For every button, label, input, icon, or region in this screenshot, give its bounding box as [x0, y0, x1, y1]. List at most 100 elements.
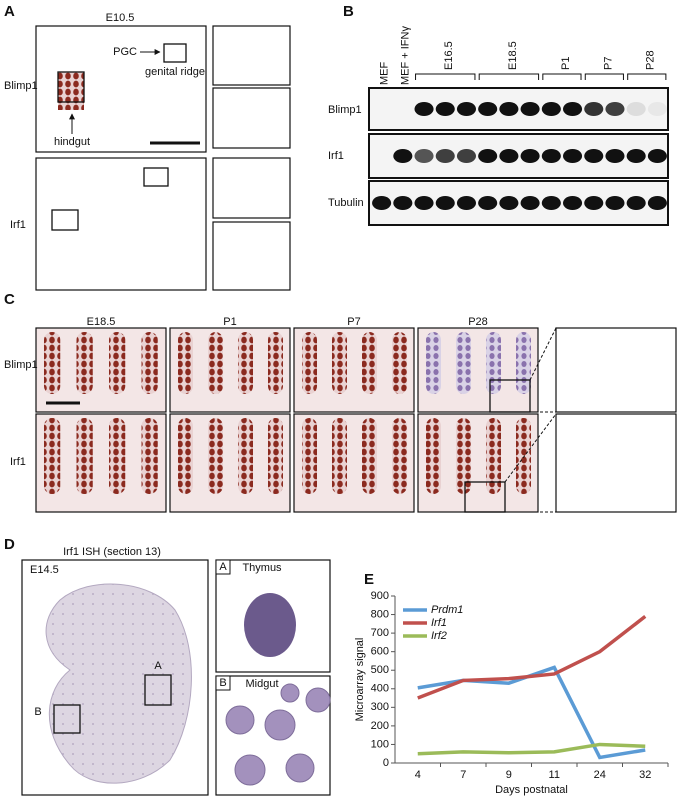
- villus: [238, 332, 253, 394]
- legend-label: Prdm1: [431, 604, 463, 616]
- blot-band: [478, 102, 498, 116]
- blot-band: [520, 196, 540, 210]
- x-tick-label: 9: [506, 769, 512, 781]
- stage-label: E14.5: [30, 564, 59, 576]
- inset-box: [489, 379, 531, 413]
- group-bracket: [415, 73, 476, 80]
- villus: [44, 332, 61, 394]
- inset-box: [144, 674, 172, 706]
- villus: [456, 332, 471, 394]
- y-tick-label: 400: [371, 683, 389, 695]
- villus: [44, 418, 61, 494]
- inset-box: [464, 481, 506, 513]
- y-tick-label: 0: [383, 757, 389, 769]
- micrograph: [212, 87, 291, 149]
- group-bracket: [542, 73, 582, 80]
- annotation: PGC: [113, 46, 137, 58]
- villus: [516, 418, 531, 494]
- inset-tag: A: [154, 660, 162, 672]
- group-bracket: [584, 73, 624, 80]
- x-tick-label: 7: [460, 769, 466, 781]
- blot-band: [456, 196, 477, 210]
- villus: [141, 418, 158, 494]
- frame: [293, 413, 415, 513]
- stained-region: [244, 593, 296, 657]
- inset-name: Midgut: [245, 678, 278, 690]
- column-label: P1: [223, 316, 236, 328]
- micrograph: [35, 157, 207, 291]
- blot-band: [562, 102, 583, 116]
- group-label: P28: [645, 50, 657, 70]
- villus: [332, 418, 347, 494]
- frame: [169, 413, 291, 513]
- villus: [362, 418, 377, 494]
- group-label: P7: [602, 57, 614, 70]
- villus: [109, 418, 126, 494]
- blot-band: [414, 149, 434, 163]
- group-bracket: [627, 73, 667, 80]
- blot-band: [562, 149, 583, 163]
- micrograph: [35, 25, 207, 153]
- blot-band: [626, 149, 646, 163]
- micrograph: [555, 327, 677, 413]
- panel-label: B: [343, 3, 354, 20]
- blot-band: [414, 102, 434, 116]
- row-label: Blimp1: [328, 104, 362, 116]
- annotation: hindgut: [54, 136, 90, 148]
- villus: [109, 332, 126, 394]
- blot-band: [372, 196, 392, 210]
- micrograph: [212, 221, 291, 291]
- row-label: Blimp1: [4, 359, 38, 371]
- villus: [362, 332, 377, 394]
- villus: [486, 418, 501, 494]
- frame: [417, 327, 539, 413]
- blot-band: [605, 149, 625, 163]
- villus: [268, 332, 283, 394]
- villus: [76, 418, 93, 494]
- inset-box: [163, 43, 187, 63]
- micrograph: [215, 559, 331, 673]
- blot-band: [562, 196, 583, 210]
- blot-band: [647, 102, 667, 116]
- y-tick-label: 700: [371, 627, 389, 639]
- blot-band: [435, 102, 455, 116]
- villus: [178, 418, 193, 494]
- blot-band: [499, 102, 519, 116]
- row-label: Tubulin: [328, 197, 364, 209]
- y-axis-label: Microarray signal: [354, 638, 366, 722]
- villus: [302, 418, 317, 494]
- villus: [208, 418, 223, 494]
- inset-box: [57, 71, 85, 103]
- blot-band: [626, 102, 646, 116]
- connector: [504, 413, 557, 483]
- lane-label: MEF: [379, 62, 391, 86]
- blot-band: [647, 149, 667, 163]
- panel-label: C: [4, 291, 15, 308]
- row-label: Irf1: [10, 219, 26, 231]
- frame: [293, 327, 415, 413]
- blot-band: [456, 102, 477, 116]
- panel-title: Irf1 ISH (section 13): [63, 546, 161, 558]
- villus: [302, 332, 317, 394]
- row-label: Blimp1: [4, 80, 38, 92]
- tag-box: [215, 675, 231, 691]
- group-label: E18.5: [507, 41, 519, 70]
- y-tick-label: 500: [371, 664, 389, 676]
- inset-tag: B: [219, 677, 226, 689]
- panel-label: A: [4, 3, 15, 20]
- blot-band: [520, 149, 540, 163]
- micrograph: [212, 157, 291, 219]
- y-tick-label: 100: [371, 738, 389, 750]
- lane-label: MEF + IFNγ: [400, 26, 412, 85]
- villus: [208, 332, 223, 394]
- group-label: P1: [560, 57, 572, 70]
- blot-band: [435, 196, 455, 210]
- blot-band: [393, 196, 413, 210]
- panel-label: D: [4, 536, 15, 553]
- blot-band: [647, 196, 667, 210]
- micrograph: [555, 413, 677, 513]
- villus: [486, 332, 501, 394]
- blot-band: [584, 149, 604, 163]
- x-tick-label: 32: [639, 769, 651, 781]
